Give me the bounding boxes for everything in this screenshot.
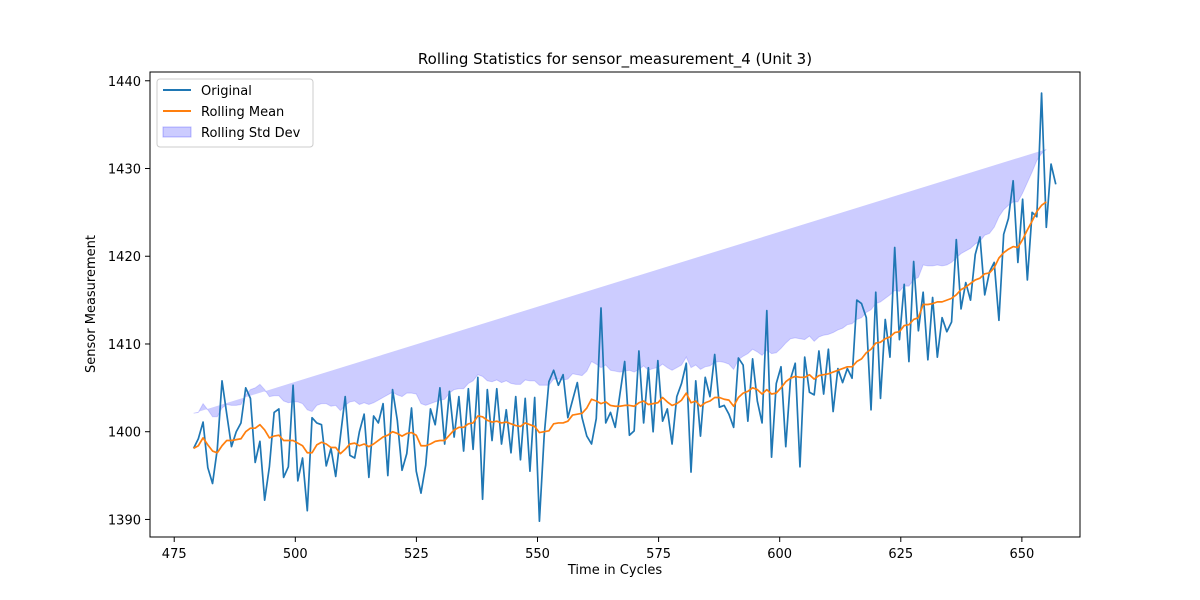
plot-frame [149, 71, 1081, 538]
legend: Original Rolling Mean Rolling Std Dev [156, 78, 314, 148]
y-axis: 1390 1400 1410 1420 1430 1440 [108, 75, 150, 528]
x-tick-label: 475 [162, 547, 187, 562]
x-axis: 475 500 525 550 575 600 625 650 [162, 537, 1034, 562]
x-tick-label: 650 [1009, 547, 1034, 562]
legend-label-rolling-mean: Rolling Mean [201, 105, 284, 120]
x-tick-label: 525 [404, 547, 429, 562]
series-line-original [192, 92, 1057, 523]
x-tick-label: 500 [283, 547, 308, 562]
x-tick-label: 575 [646, 547, 671, 562]
y-tick-label: 1410 [108, 338, 141, 353]
chart-title: Rolling Statistics for sensor_measuremen… [418, 50, 812, 69]
x-tick-label: 550 [525, 547, 550, 562]
y-tick-label: 1420 [108, 250, 141, 265]
y-tick-label: 1430 [108, 163, 141, 178]
legend-label-original: Original [201, 84, 252, 99]
series-line-rolling-mean [193, 201, 1047, 455]
x-tick-label: 600 [767, 547, 792, 562]
y-tick-label: 1390 [108, 513, 141, 528]
legend-box [156, 78, 314, 148]
legend-label-rolling-std: Rolling Std Dev [201, 126, 301, 141]
x-tick-label: 625 [888, 547, 913, 562]
x-axis-label: Time in Cycles [567, 563, 662, 578]
y-tick-label: 1440 [108, 75, 141, 90]
y-tick-label: 1400 [108, 426, 141, 441]
series-lines-layer [192, 92, 1057, 523]
y-axis-label: Sensor Measurement [84, 235, 99, 373]
legend-swatch-rolling-std [162, 126, 192, 138]
